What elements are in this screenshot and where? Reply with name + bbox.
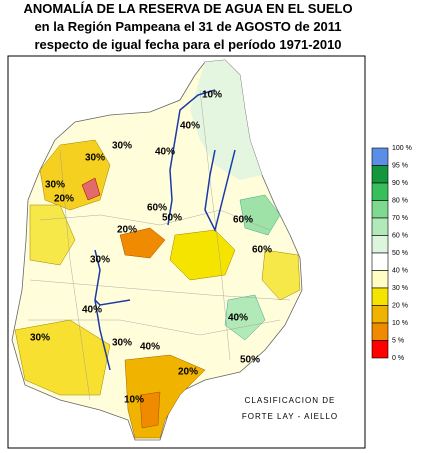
legend-label: 95 %	[392, 162, 408, 169]
legend-swatch	[371, 235, 389, 254]
legend-label: 40 %	[392, 267, 408, 274]
map-label: 40%	[82, 305, 102, 316]
map-label: 30%	[90, 255, 110, 266]
legend-label: 70 %	[392, 215, 408, 222]
map-label: 60%	[233, 215, 253, 226]
map-label: 50%	[162, 213, 182, 224]
legend-swatch	[371, 270, 389, 289]
map: 10% 40% 40% 30% 30% 30% 20% 60% 50% 20% …	[11, 59, 303, 441]
district-lines	[28, 89, 291, 401]
map-label: 20%	[54, 194, 74, 205]
legend-label: 90 %	[392, 180, 408, 187]
map-label: 30%	[85, 153, 105, 164]
zone	[190, 60, 262, 180]
title-line: ANOMALÍA DE LA RESERVA DE AGUA EN EL SUE…	[23, 1, 352, 16]
zone	[239, 194, 281, 236]
legend-swatch	[371, 217, 389, 236]
map-label: 60%	[252, 245, 272, 256]
legend-label: 60 %	[392, 232, 408, 239]
zone	[139, 391, 161, 429]
map-label: 40%	[228, 313, 248, 324]
map-label: 20%	[178, 367, 198, 378]
legend-label: 0 %	[392, 355, 404, 362]
zone	[81, 177, 101, 201]
legend-label: 50 %	[392, 250, 408, 257]
title-line: respecto de igual fecha para el período …	[34, 37, 341, 52]
map-label: 40%	[155, 147, 175, 158]
map-label: 50%	[240, 355, 260, 366]
legend-swatch	[371, 252, 389, 271]
legend-label: 20 %	[392, 302, 408, 309]
map-label: 30%	[112, 338, 132, 349]
map-label: 40%	[180, 121, 200, 132]
map-label: 10%	[124, 395, 144, 406]
zone	[224, 294, 266, 341]
legend: 100 % 95 % 90 % 80 % 70 % 60 % 50 % 40 % 30 % 20 …	[371, 145, 412, 362]
map-label: 30%	[45, 180, 65, 191]
zone	[261, 249, 301, 301]
province-borders	[94, 89, 236, 371]
legend-swatch	[371, 340, 389, 359]
legend-swatch	[371, 165, 389, 184]
legend-swatch	[371, 200, 389, 219]
zone	[119, 227, 166, 259]
legend-label: 30 %	[392, 285, 408, 292]
title-line: en la Región Pampeana el 31 de AGOSTO de…	[34, 19, 341, 34]
legend-swatch	[371, 287, 389, 306]
legend-label: 100 %	[392, 145, 412, 152]
legend-swatch	[371, 305, 389, 324]
legend-label: 10 %	[392, 320, 408, 327]
map-label: 30%	[30, 333, 50, 344]
map-label: 60%	[147, 203, 167, 214]
legend-label: 5 %	[392, 337, 404, 344]
map-label: 10%	[202, 90, 222, 101]
legend-swatch	[371, 322, 389, 341]
legend-swatch	[371, 147, 389, 166]
legend-swatch	[371, 182, 389, 201]
map-label: 30%	[112, 141, 132, 152]
map-label: 20%	[117, 225, 137, 236]
map-label: 40%	[140, 342, 160, 353]
credit-line: FORTE LAY - AIELLO	[242, 412, 338, 421]
credit-line: CLASIFICACION DE	[245, 396, 336, 405]
legend-label: 80 %	[392, 197, 408, 204]
